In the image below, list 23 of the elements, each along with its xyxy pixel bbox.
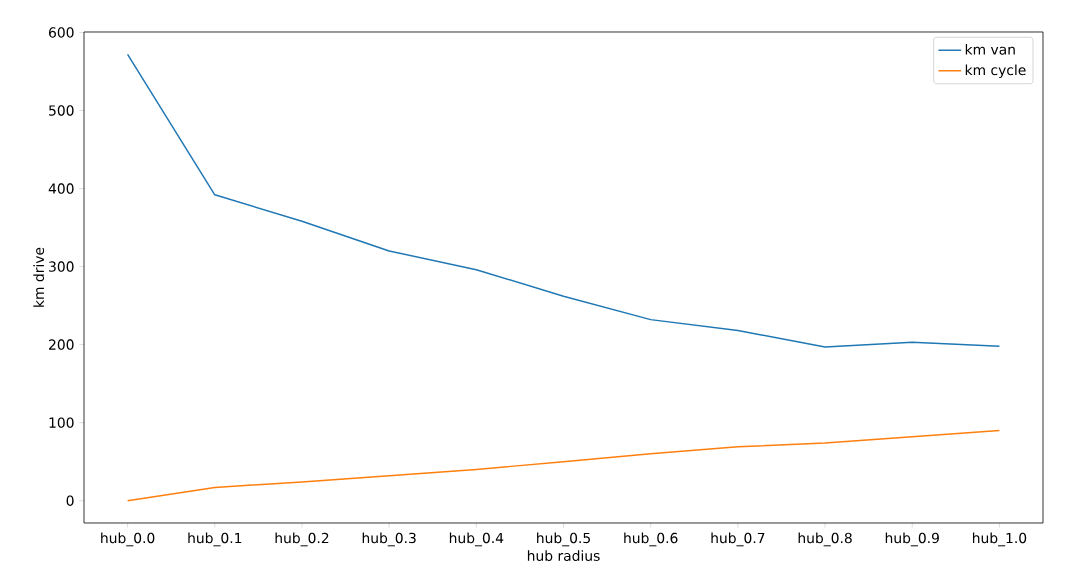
y-tick-label: 400 [48,183,74,194]
x-tick-label: hub_0.9 [885,532,939,547]
x-tick-label: hub_0.1 [188,532,242,547]
line-series [126,429,1001,502]
x-tick-label: hub_0.7 [711,532,765,547]
y-tick-label: 300 [49,261,74,272]
y-tick-label: 100 [49,417,74,428]
x-tick-label: hub_0.6 [624,532,678,547]
x-tick-label: hub_0.2 [275,532,329,547]
x-axis-title: hub radius [527,550,600,561]
y-tick-label: 600 [49,27,74,38]
y-tick-label: 0 [66,495,74,506]
y-tick-label: 500 [49,105,74,116]
x-tick-label: hub_0.0 [101,532,155,547]
x-tick-label: hub_1.0 [972,532,1027,547]
y-tick-label: 200 [49,339,74,350]
x-tick-label: hub_0.8 [798,532,852,547]
y-axis-title: km drive [33,247,45,307]
x-tick-label: hub_0.3 [362,532,416,547]
x-tick-label: hub_0.5 [537,532,590,547]
x-tick-label: hub_0.4 [449,532,504,547]
legend-label: km van [965,43,1015,55]
legend-label: km cycle [965,64,1026,78]
